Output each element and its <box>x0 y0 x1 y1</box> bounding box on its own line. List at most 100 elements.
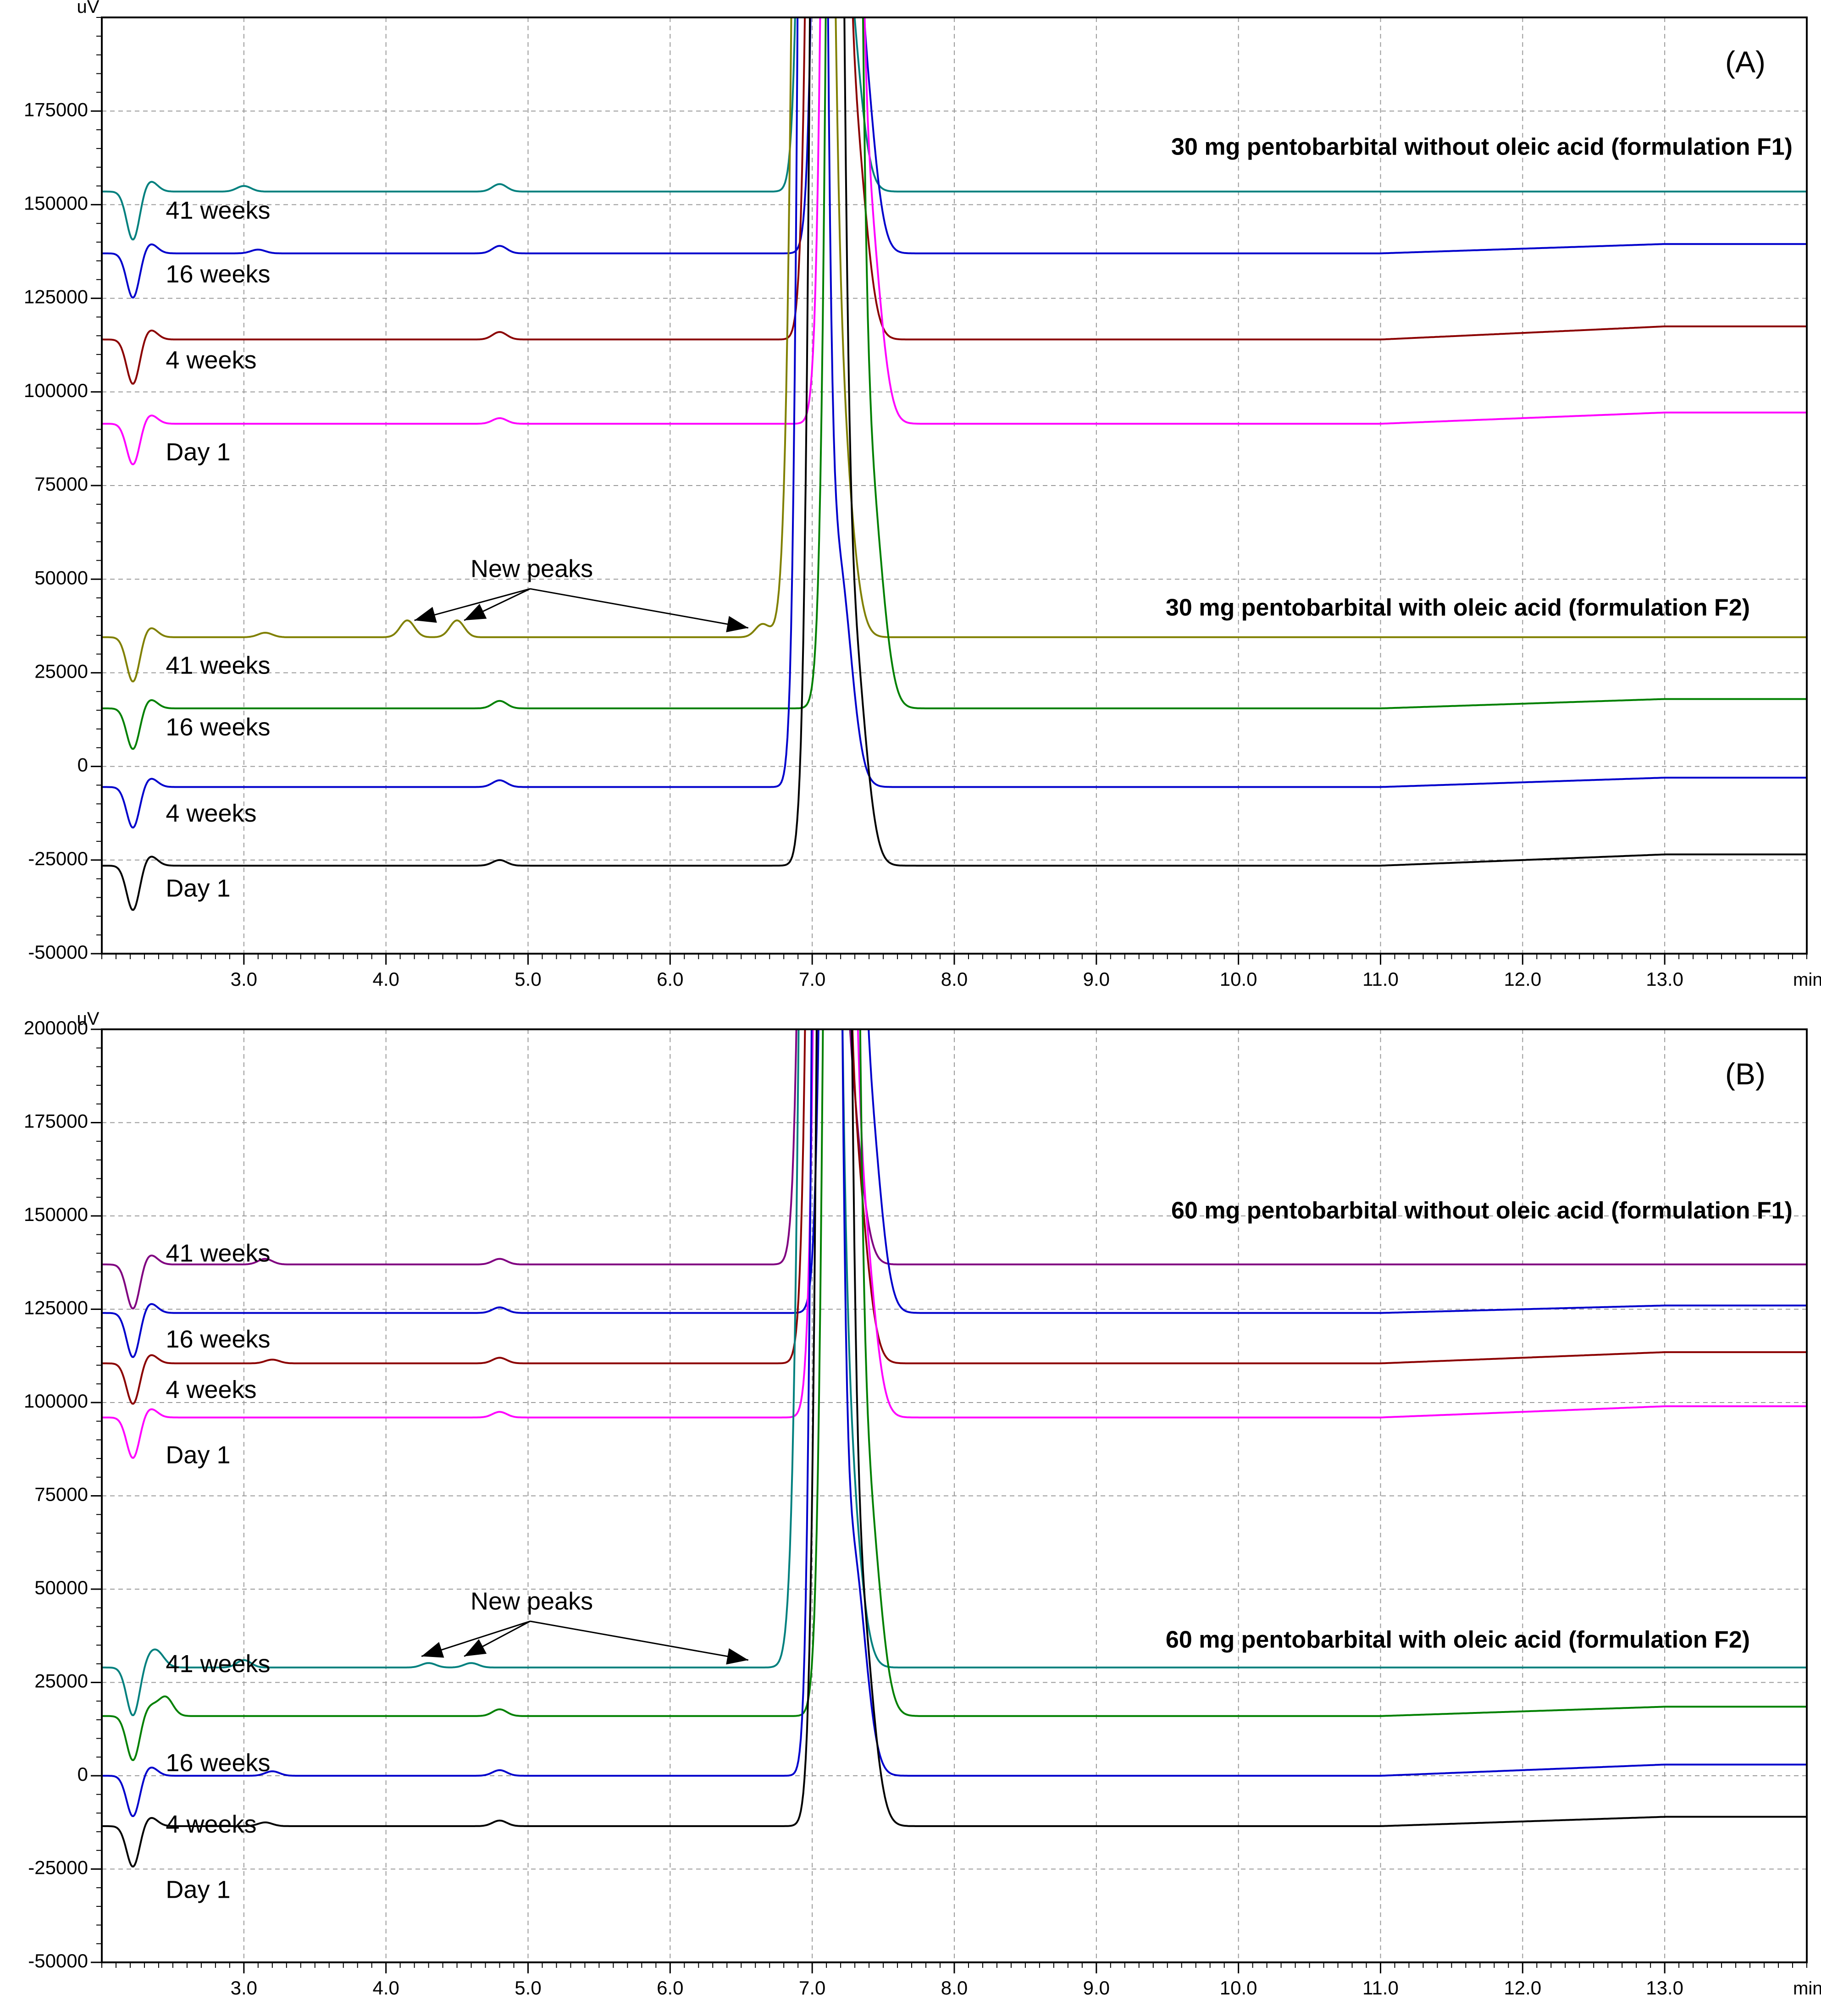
annotation-arrow-head <box>464 603 487 621</box>
series-label: Day 1 <box>166 438 230 466</box>
y-tick-label: 75000 <box>34 1484 88 1505</box>
x-tick-label: 3.0 <box>231 1977 257 1999</box>
x-tick-label: 9.0 <box>1083 1977 1110 1999</box>
annotation-arrow-head <box>726 616 748 632</box>
series-label: 4 weeks <box>166 800 256 827</box>
x-tick-label: 12.0 <box>1504 968 1541 990</box>
y-tick-label: 25000 <box>34 1670 88 1692</box>
y-tick-label: 150000 <box>24 1204 88 1225</box>
y-tick-label: 100000 <box>24 380 88 401</box>
y-tick-label: -25000 <box>28 1857 88 1878</box>
panel-label: (A) <box>1725 45 1766 79</box>
series-line-f1-4-weeks <box>102 1029 1807 1405</box>
series-line-f1-day-1 <box>102 1029 1807 1459</box>
x-tick-label: 11.0 <box>1362 968 1399 990</box>
group-label: 60 mg pentobarbital with oleic acid (for… <box>1166 1627 1750 1653</box>
series-line-f1-day-1 <box>102 17 1807 465</box>
y-tick-label: 125000 <box>24 286 88 308</box>
x-tick-label: 10.0 <box>1220 1977 1257 1999</box>
x-tick-label: 7.0 <box>799 968 825 990</box>
y-tick-label: 150000 <box>24 192 88 214</box>
y-axis-unit: uV <box>77 0 100 17</box>
series-line-f2-16-weeks <box>102 1029 1807 1761</box>
x-tick-label: 5.0 <box>515 968 541 990</box>
x-tick-label: 5.0 <box>515 1977 541 1999</box>
series-label: Day 1 <box>166 874 230 902</box>
y-tick-label: 0 <box>77 1763 88 1785</box>
series-line-f1-41-weeks <box>102 1029 1807 1309</box>
y-tick-label: 75000 <box>34 473 88 495</box>
series-line-f1-4-weeks <box>102 17 1807 385</box>
series-line-f2-day-1 <box>102 1029 1807 1867</box>
series-label: 4 weeks <box>166 347 256 374</box>
y-tick-label: 175000 <box>24 99 88 120</box>
y-tick-label: -50000 <box>28 1950 88 1972</box>
x-tick-label: 12.0 <box>1504 1977 1541 1999</box>
group-label: 30 mg pentobarbital without oleic acid (… <box>1171 134 1793 160</box>
annotation-arrow-head <box>726 1648 748 1665</box>
y-tick-label: 100000 <box>24 1390 88 1412</box>
series-label: 41 weeks <box>166 1240 270 1267</box>
annotation-arrow-line <box>530 588 749 629</box>
trace-group <box>102 1029 1807 1867</box>
x-tick-label: 8.0 <box>941 1977 968 1999</box>
annotation-arrow-head <box>414 607 437 623</box>
x-tick-label: 10.0 <box>1220 968 1257 990</box>
annotation-label: New peaks <box>470 555 593 582</box>
series-label: Day 1 <box>166 1441 230 1469</box>
x-tick-label: 4.0 <box>372 1977 399 1999</box>
y-tick-label: 25000 <box>34 660 88 682</box>
y-tick-label: 175000 <box>24 1110 88 1132</box>
panel-b: 41 weeks 16 weeks 4 weeks Day 1 41 weeks 16 w… <box>24 1009 1821 1999</box>
annotation-arrow-line <box>530 1620 749 1661</box>
series-label: Day 1 <box>166 1876 230 1904</box>
series-line-f1-16-weeks <box>102 1029 1807 1358</box>
x-tick-label: 4.0 <box>372 968 399 990</box>
series-line-f2-41-weeks <box>102 17 1807 683</box>
y-axis-unit: uV <box>77 1009 100 1029</box>
x-tick-label: 13.0 <box>1646 1977 1683 1999</box>
series-label: 16 weeks <box>166 260 270 288</box>
series-label: 41 weeks <box>166 1650 270 1678</box>
y-tick-label: 200000 <box>24 1017 88 1038</box>
x-tick-label: 7.0 <box>799 1977 825 1999</box>
x-tick-label: 11.0 <box>1362 1977 1399 1999</box>
annotation-label: New peaks <box>470 1587 593 1615</box>
x-tick-label: 9.0 <box>1083 968 1110 990</box>
x-tick-label: 6.0 <box>657 1977 683 1999</box>
series-label: 41 weeks <box>166 652 270 679</box>
series-label: 16 weeks <box>166 713 270 741</box>
series-line-f1-16-weeks <box>102 17 1807 298</box>
series-label: 16 weeks <box>166 1749 270 1777</box>
annotation-arrow-head <box>421 1642 444 1658</box>
y-tick-label: -50000 <box>28 941 88 963</box>
y-tick-label: 0 <box>77 754 88 776</box>
panel-a: 41 weeks 16 weeks 4 weeks Day 1 41 weeks 16 w… <box>24 0 1821 990</box>
group-label: 30 mg pentobarbital with oleic acid (for… <box>1166 594 1750 621</box>
series-line-f2-4-weeks <box>102 1029 1807 1817</box>
x-axis-unit: min <box>1793 970 1821 990</box>
series-label: 41 weeks <box>166 197 270 224</box>
x-tick-label: 6.0 <box>657 968 683 990</box>
y-tick-label: 125000 <box>24 1297 88 1319</box>
series-line-f2-day-1 <box>102 17 1807 911</box>
series-line-f1-41-weeks <box>102 17 1807 241</box>
panel-label: (B) <box>1725 1057 1766 1091</box>
y-tick-label: 50000 <box>34 567 88 588</box>
trace-group <box>102 17 1807 911</box>
group-label: 60 mg pentobarbital without oleic acid (… <box>1171 1198 1793 1224</box>
annotation-arrow-head <box>464 1639 487 1657</box>
series-label: 4 weeks <box>166 1376 256 1403</box>
series-line-f2-41-weeks <box>102 1029 1807 1716</box>
series-line-f2-16-weeks <box>102 17 1807 750</box>
x-tick-label: 8.0 <box>941 968 968 990</box>
x-axis-unit: min <box>1793 1978 1821 1999</box>
y-tick-label: 50000 <box>34 1577 88 1598</box>
x-tick-label: 13.0 <box>1646 968 1683 990</box>
series-line-f2-4-weeks <box>102 17 1807 828</box>
y-tick-label: -25000 <box>28 848 88 869</box>
x-tick-label: 3.0 <box>231 968 257 990</box>
series-label: 16 weeks <box>166 1326 270 1353</box>
series-label: 4 weeks <box>166 1811 256 1838</box>
